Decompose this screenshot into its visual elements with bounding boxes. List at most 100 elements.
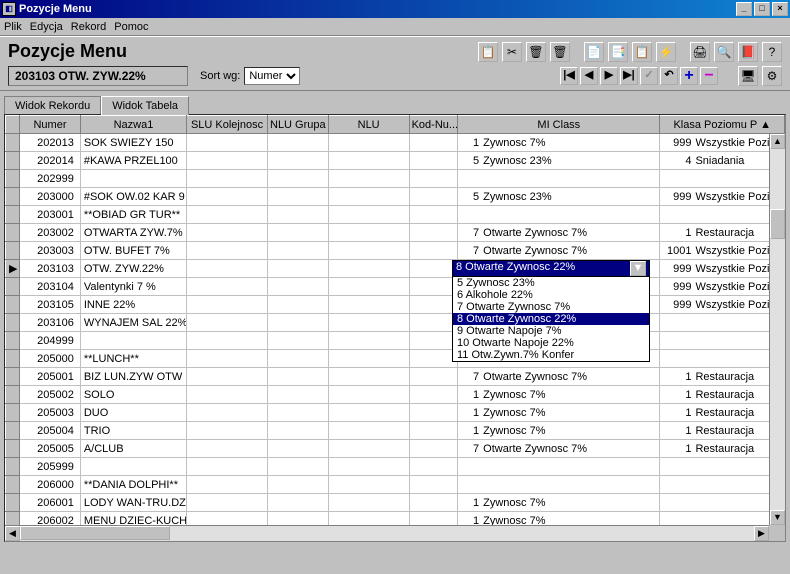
cell-nlug[interactable]: [267, 296, 328, 314]
cell-nlug[interactable]: [267, 188, 328, 206]
cell-numer[interactable]: 203000: [20, 188, 81, 206]
table-row[interactable]: 205001 BIZ LUN.ZYW OTW 7Otwarte Zywnosc …: [6, 368, 785, 386]
cell-numer[interactable]: 202999: [20, 170, 81, 188]
col-klasa[interactable]: Klasa Poziomu P ▲: [660, 116, 785, 134]
cell-numer[interactable]: 203105: [20, 296, 81, 314]
cell-slu[interactable]: [187, 440, 268, 458]
cell-nlug[interactable]: [267, 224, 328, 242]
cell-nlu[interactable]: [328, 350, 409, 368]
table-row[interactable]: 203003 OTW. BUFET 7% 7Otwarte Zywnosc 7%…: [6, 242, 785, 260]
cell-klasa[interactable]: [660, 350, 785, 368]
cell-nazwa[interactable]: A/CLUB: [80, 440, 186, 458]
menu-plik[interactable]: Plik: [4, 21, 22, 33]
cell-numer[interactable]: 203001: [20, 206, 81, 224]
cell-kod[interactable]: [409, 314, 458, 332]
cell-kod[interactable]: [409, 350, 458, 368]
cell-kod[interactable]: [409, 152, 458, 170]
hscroll-thumb[interactable]: [20, 526, 170, 540]
cell-nlug[interactable]: [267, 386, 328, 404]
cell-numer[interactable]: 203002: [20, 224, 81, 242]
table-row[interactable]: 205004 TRIO 1Zywnosc 7% 1Restauracja: [6, 422, 785, 440]
cell-klasa[interactable]: [660, 332, 785, 350]
cell-nlug[interactable]: [267, 494, 328, 512]
cell-nazwa[interactable]: INNE 22%: [80, 296, 186, 314]
cell-numer[interactable]: 202014: [20, 152, 81, 170]
cell-nlu[interactable]: [328, 494, 409, 512]
col-numer[interactable]: Numer: [20, 116, 81, 134]
cell-klasa[interactable]: 4Sniadania: [660, 152, 785, 170]
cell-slu[interactable]: [187, 314, 268, 332]
col-kod[interactable]: Kod-Nu...: [409, 116, 458, 134]
maximize-button[interactable]: □: [754, 2, 770, 16]
cell-slu[interactable]: [187, 458, 268, 476]
cell-nazwa[interactable]: OTW. ZYW.22%: [80, 260, 186, 278]
table-row[interactable]: 203106 WYNAJEM SAL 22%: [6, 314, 785, 332]
cell-klasa[interactable]: 1001Wszystkie Poziom: [660, 242, 785, 260]
cell-numer[interactable]: 203106: [20, 314, 81, 332]
scroll-thumb[interactable]: [770, 209, 785, 239]
gear-icon[interactable]: ⚙: [762, 66, 782, 86]
table-row[interactable]: 203000 #SOK OW.02 KAR 9 5Zywnosc 23% 999…: [6, 188, 785, 206]
cell-numer[interactable]: 205004: [20, 422, 81, 440]
cell-slu[interactable]: [187, 242, 268, 260]
cell-numer[interactable]: 205003: [20, 404, 81, 422]
tool-icon-2[interactable]: ✂: [502, 42, 522, 62]
mi-class-dropdown[interactable]: 8 Otwarte Zywnosc 22%▼5 Zywnosc 23%6 Alk…: [452, 260, 650, 362]
cell-slu[interactable]: [187, 152, 268, 170]
dropdown-item[interactable]: 10 Otwarte Napoje 22%: [453, 337, 649, 349]
cell-nazwa[interactable]: TRIO: [80, 422, 186, 440]
tool-icon-5[interactable]: 📄: [584, 42, 604, 62]
cell-kod[interactable]: [409, 332, 458, 350]
cell-nlug[interactable]: [267, 404, 328, 422]
cell-numer[interactable]: 203104: [20, 278, 81, 296]
cell-nlu[interactable]: [328, 458, 409, 476]
dropdown-item[interactable]: 6 Alkohole 22%: [453, 289, 649, 301]
cell-nazwa[interactable]: BIZ LUN.ZYW OTW: [80, 368, 186, 386]
cell-mi[interactable]: 7Otwarte Zywnosc 7%: [458, 224, 660, 242]
cell-kod[interactable]: [409, 440, 458, 458]
cell-mi[interactable]: 1Zywnosc 7%: [458, 494, 660, 512]
cell-nlug[interactable]: [267, 278, 328, 296]
dropdown-item[interactable]: 11 Otw.Zywn.7% Konfer: [453, 349, 649, 361]
cell-kod[interactable]: [409, 134, 458, 152]
cell-kod[interactable]: [409, 476, 458, 494]
cell-slu[interactable]: [187, 422, 268, 440]
cell-slu[interactable]: [187, 224, 268, 242]
cell-nazwa[interactable]: [80, 458, 186, 476]
tab-table-view[interactable]: Widok Tabela: [101, 96, 189, 115]
tool-icon-7[interactable]: 📋: [632, 42, 652, 62]
cell-nlu[interactable]: [328, 332, 409, 350]
cell-klasa[interactable]: [660, 476, 785, 494]
col-mi-class[interactable]: MI Class: [458, 116, 660, 134]
cell-slu[interactable]: [187, 296, 268, 314]
cell-kod[interactable]: [409, 242, 458, 260]
cell-nazwa[interactable]: WYNAJEM SAL 22%: [80, 314, 186, 332]
cell-kod[interactable]: [409, 206, 458, 224]
print-icon[interactable]: 🖨: [690, 42, 710, 62]
cell-mi[interactable]: [458, 476, 660, 494]
cell-klasa[interactable]: 999Wszystkie Poziomy: [660, 134, 785, 152]
tab-record-view[interactable]: Widok Rekordu: [4, 96, 101, 115]
scroll-down-arrow[interactable]: ▼: [770, 510, 785, 525]
cell-slu[interactable]: [187, 404, 268, 422]
cell-nazwa[interactable]: Valentynki 7 %: [80, 278, 186, 296]
cell-nazwa[interactable]: SOLO: [80, 386, 186, 404]
cell-mi[interactable]: 7Otwarte Zywnosc 7%: [458, 368, 660, 386]
vertical-scrollbar[interactable]: ▲ ▼: [769, 134, 785, 525]
cell-nlu[interactable]: [328, 404, 409, 422]
cell-nlu[interactable]: [328, 386, 409, 404]
dropdown-item[interactable]: 5 Zywnosc 23%: [453, 277, 649, 289]
cell-klasa[interactable]: 1Restauracja: [660, 404, 785, 422]
cell-nazwa[interactable]: [80, 170, 186, 188]
scroll-right-arrow[interactable]: ▶: [754, 526, 769, 541]
cell-nazwa[interactable]: LODY WAN-TRU.DZ: [80, 494, 186, 512]
cell-mi[interactable]: 1Zywnosc 7%: [458, 386, 660, 404]
cell-nlug[interactable]: [267, 422, 328, 440]
table-row[interactable]: 202999: [6, 170, 785, 188]
cell-klasa[interactable]: [660, 494, 785, 512]
cell-mi[interactable]: [458, 458, 660, 476]
table-row[interactable]: ▶ 203103 OTW. ZYW.22% 999Wszystkie Pozio…: [6, 260, 785, 278]
cell-kod[interactable]: [409, 188, 458, 206]
cell-numer[interactable]: 205005: [20, 440, 81, 458]
cell-slu[interactable]: [187, 206, 268, 224]
